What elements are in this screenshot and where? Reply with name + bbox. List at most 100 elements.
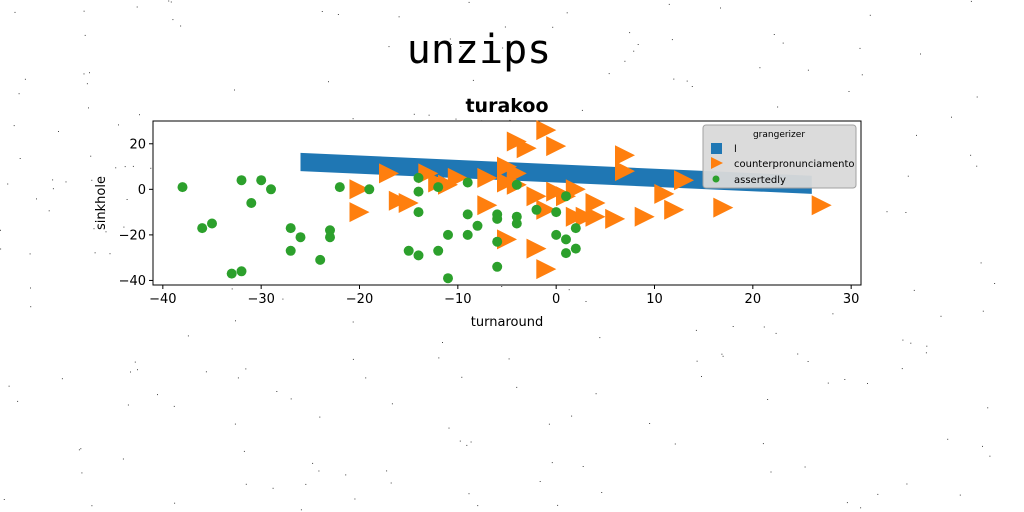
speckle-dot bbox=[80, 448, 82, 450]
speckle-dot bbox=[695, 329, 697, 331]
circle-point bbox=[403, 245, 414, 256]
circle-point bbox=[511, 179, 522, 190]
speckle-dot bbox=[940, 315, 942, 317]
circle-point bbox=[462, 177, 473, 188]
speckle-dot bbox=[777, 106, 779, 108]
speckle-dot bbox=[413, 113, 415, 115]
circle-point bbox=[285, 245, 296, 256]
speckle-dot bbox=[115, 167, 117, 169]
circle-point bbox=[492, 236, 503, 247]
speckle-dot bbox=[595, 393, 597, 395]
y-tick-label: −20 bbox=[119, 228, 146, 243]
speckle-dot bbox=[58, 131, 59, 132]
legend: grangerizer l counterpronunciamento asse… bbox=[702, 124, 857, 189]
speckle-dot bbox=[877, 493, 879, 495]
speckle-dot bbox=[65, 181, 67, 183]
x-tick-label: 0 bbox=[552, 292, 560, 307]
speckle-dot bbox=[502, 47, 504, 49]
speckle-dot bbox=[762, 443, 764, 445]
speckle-dot bbox=[775, 332, 777, 334]
speckle-dot bbox=[987, 407, 989, 409]
triangle-point bbox=[349, 202, 370, 223]
speckle-dot bbox=[93, 228, 95, 230]
speckle-dot bbox=[24, 78, 26, 80]
circle-point bbox=[236, 175, 247, 186]
speckle-dot bbox=[552, 26, 554, 28]
speckle-dot bbox=[88, 107, 89, 109]
legend-label-l: l bbox=[734, 144, 737, 155]
x-tick-label: −20 bbox=[346, 292, 373, 307]
triangle-point bbox=[497, 229, 517, 250]
circle-point bbox=[443, 273, 453, 284]
circle-point bbox=[561, 234, 571, 245]
speckle-dot bbox=[722, 355, 724, 357]
triangle-point bbox=[526, 186, 547, 207]
triangle-point bbox=[447, 167, 468, 188]
speckle-dot bbox=[104, 210, 106, 212]
speckle-dot bbox=[173, 405, 175, 407]
axes-title: turakoo bbox=[465, 95, 548, 117]
speckle-dot bbox=[91, 505, 93, 507]
circle-point bbox=[256, 175, 267, 186]
speckle-dot bbox=[122, 458, 124, 460]
speckle-dot bbox=[637, 44, 639, 45]
speckle-dot bbox=[599, 337, 601, 339]
triangle-point bbox=[477, 167, 498, 188]
x-tick-label: −30 bbox=[247, 292, 274, 307]
triangle-point bbox=[713, 197, 734, 218]
legend-label-assertedly: assertedly bbox=[734, 175, 786, 186]
speckle-dot bbox=[132, 165, 134, 167]
circle-point bbox=[236, 266, 247, 277]
speckle-dot bbox=[633, 50, 635, 52]
speckle-dot bbox=[448, 427, 450, 429]
speckle-dot bbox=[455, 118, 457, 120]
speckle-dot bbox=[867, 383, 868, 384]
speckle-dot bbox=[686, 80, 688, 82]
speckle-dot bbox=[601, 492, 603, 493]
speckle-dot bbox=[668, 3, 670, 5]
speckle-dot bbox=[123, 226, 125, 228]
speckle-dot bbox=[86, 83, 88, 85]
circle-point bbox=[462, 229, 473, 240]
triangle-point bbox=[634, 206, 655, 227]
speckle-dot bbox=[516, 386, 518, 388]
speckle-dot bbox=[504, 26, 506, 28]
speckle-dot bbox=[442, 342, 443, 343]
circle-point bbox=[561, 248, 571, 259]
y-tick-label: −40 bbox=[119, 274, 146, 289]
speckle-dot bbox=[30, 306, 32, 308]
triangle-point bbox=[379, 163, 399, 184]
y-tick-label: 20 bbox=[129, 137, 146, 152]
x-tick-label: −40 bbox=[149, 292, 176, 307]
speckle-dot bbox=[468, 1, 470, 3]
speckle-dot bbox=[859, 47, 861, 49]
y-axis-label: sinkhole bbox=[94, 176, 109, 230]
triangle-point bbox=[536, 120, 557, 141]
speckle-dot bbox=[696, 360, 698, 362]
speckle-dot bbox=[951, 116, 952, 118]
speckle-dot bbox=[926, 345, 928, 347]
circle-point bbox=[551, 207, 562, 218]
speckle-dot bbox=[81, 472, 83, 474]
speckle-dot bbox=[759, 67, 761, 69]
speckle-dot bbox=[276, 391, 278, 392]
speckle-dot bbox=[844, 379, 846, 380]
speckle-dot bbox=[947, 438, 949, 440]
speckle-dot bbox=[61, 378, 63, 380]
speckle-dot bbox=[901, 368, 903, 370]
speckle-dot bbox=[508, 358, 510, 360]
speckle-dot bbox=[282, 298, 284, 300]
speckle-dot bbox=[982, 445, 983, 447]
triangle-point bbox=[585, 193, 606, 213]
speckle-dot bbox=[624, 60, 626, 62]
speckle-dot bbox=[337, 14, 339, 15]
speckle-dot bbox=[412, 55, 414, 57]
speckle-dot bbox=[18, 93, 20, 95]
circle-point bbox=[325, 225, 335, 236]
circle-point bbox=[492, 213, 503, 224]
speckle-dot bbox=[501, 286, 503, 287]
speckle-dot bbox=[782, 42, 784, 44]
speckle-dot bbox=[581, 109, 583, 111]
speckle-dot bbox=[29, 253, 31, 255]
speckle-dot bbox=[807, 361, 809, 362]
